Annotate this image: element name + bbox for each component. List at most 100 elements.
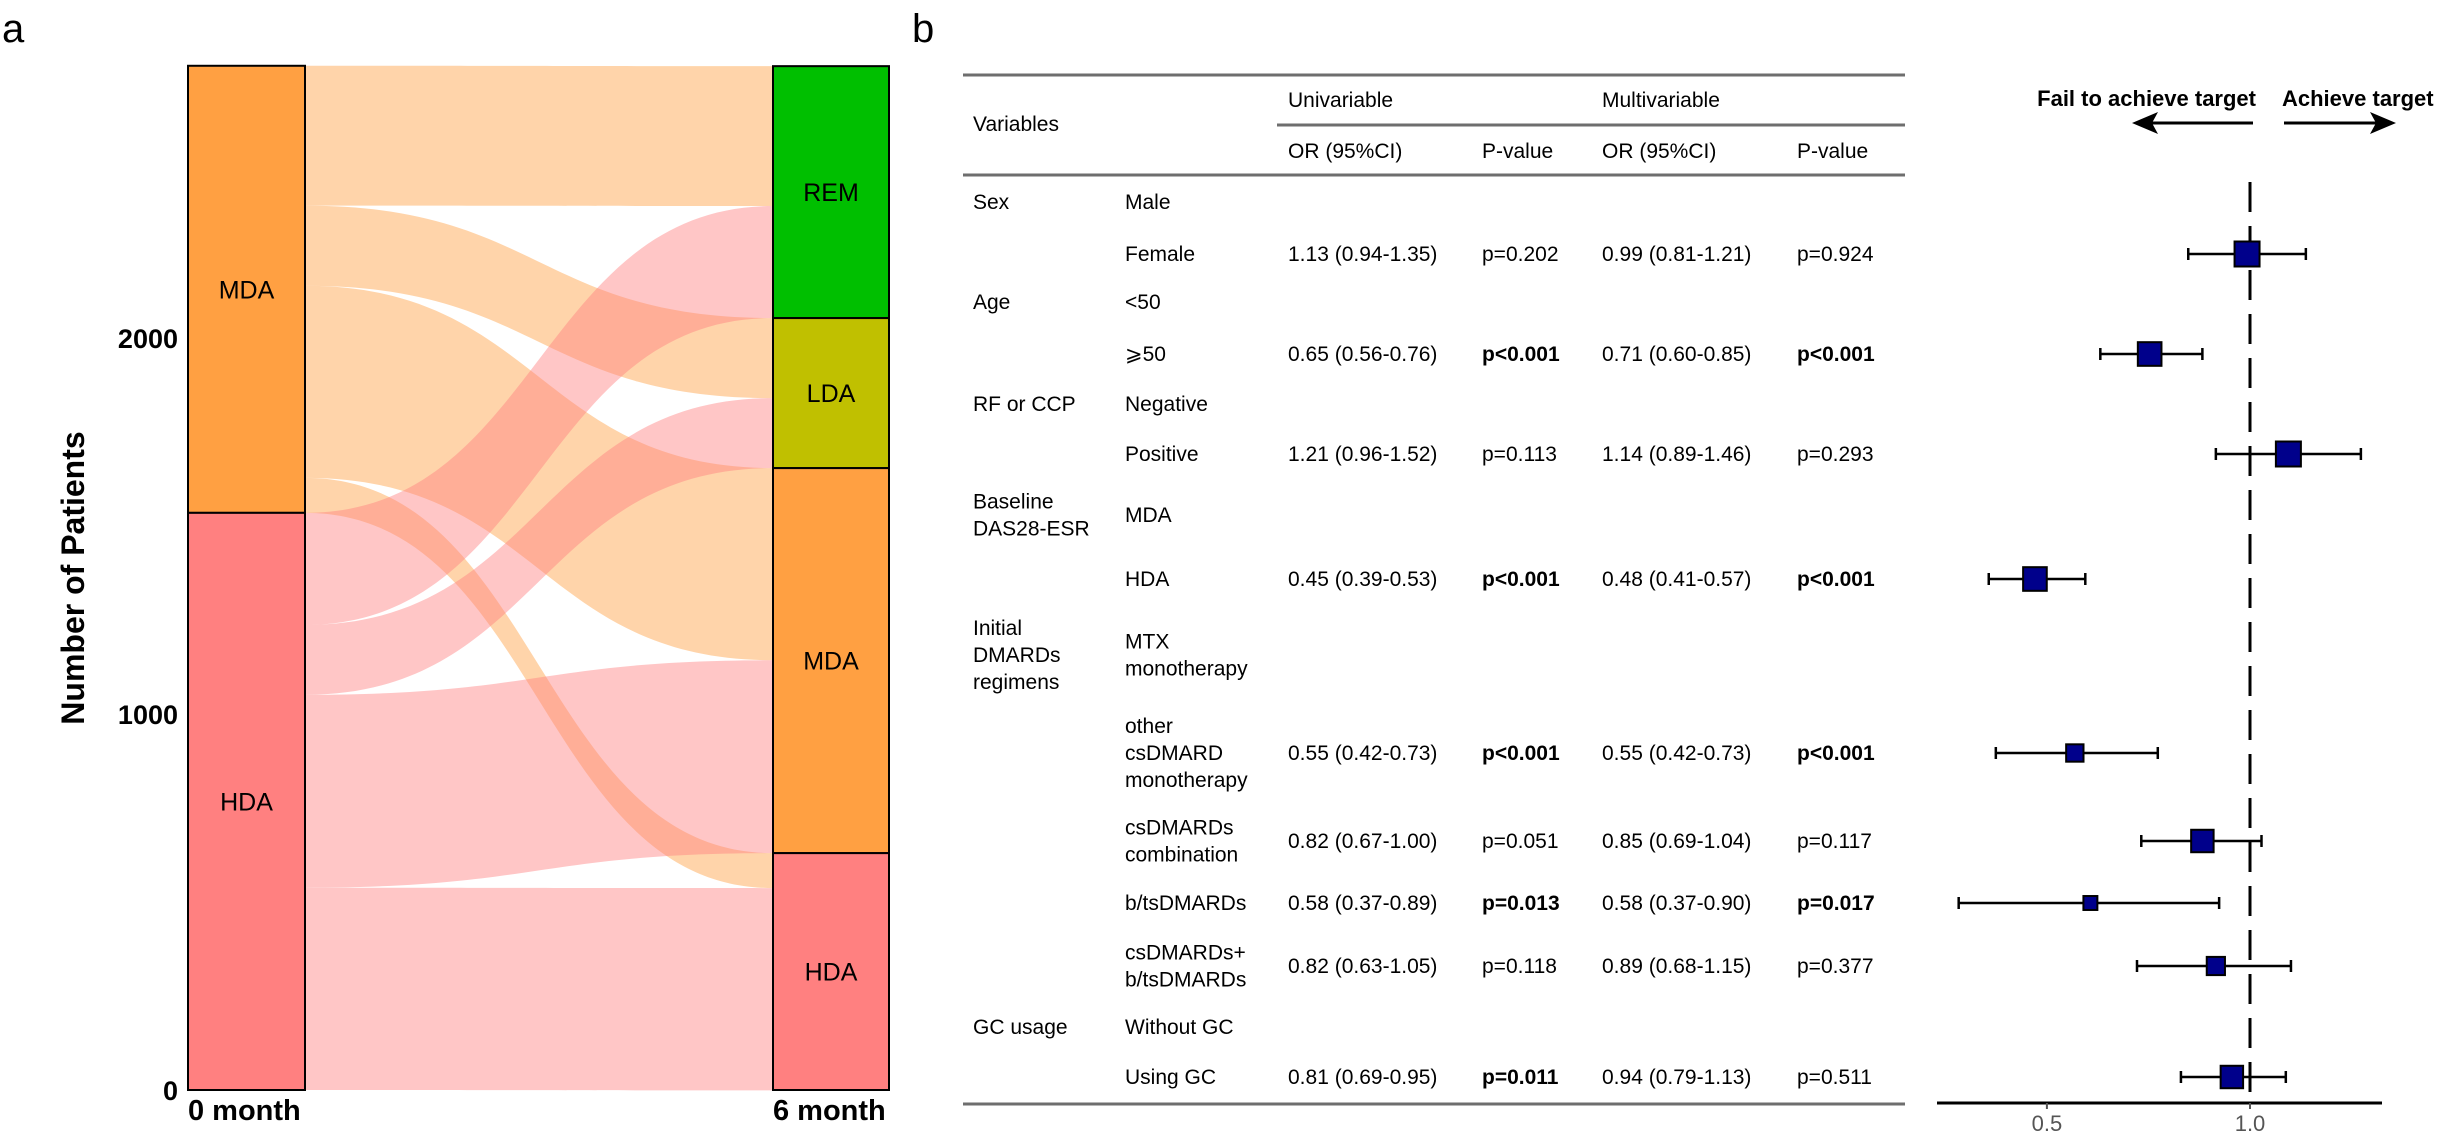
header-variables: Variables xyxy=(973,113,1059,136)
row-variable: RF or CCP xyxy=(973,393,1076,416)
alluvial-flows xyxy=(305,65,773,1091)
row-level: csDMARDs+ xyxy=(1125,942,1246,965)
or-marker xyxy=(2205,955,2226,977)
label-achieve: Achieve target xyxy=(2282,86,2434,111)
row-variable: GC usage xyxy=(973,1016,1068,1039)
x-label-0-month: 0 month xyxy=(188,1095,301,1127)
row-level: other xyxy=(1125,715,1173,738)
row-level: Female xyxy=(1125,243,1195,266)
row-level: csDMARDs xyxy=(1125,817,1234,840)
cell-multi-or: 0.58 (0.37-0.90) xyxy=(1602,892,1751,915)
flow-hda-to-hda xyxy=(305,887,773,1091)
flow-hda-to-lda xyxy=(305,398,773,695)
cell-multi-or: 0.71 (0.60-0.85) xyxy=(1602,343,1751,366)
header-multi-p: P-value xyxy=(1797,140,1868,163)
forest-x-ticks: 0.5 1.0 xyxy=(2032,1103,2266,1136)
row-level: HDA xyxy=(1125,568,1169,591)
row-level: Male xyxy=(1125,191,1171,214)
cell-uni-p: p=0.051 xyxy=(1482,830,1559,853)
cell-uni-or: 0.65 (0.56-0.76) xyxy=(1288,343,1437,366)
cell-uni-p: p=0.011 xyxy=(1482,1066,1559,1089)
row-level: ⩾50 xyxy=(1125,343,1166,366)
row-level: Positive xyxy=(1125,443,1199,466)
panel-label-b: b xyxy=(912,7,934,51)
cell-uni-p: p<0.001 xyxy=(1482,343,1560,366)
header-uni-or: OR (95%CI) xyxy=(1288,140,1402,163)
forest-point xyxy=(2099,341,2204,367)
or-marker xyxy=(2136,341,2163,367)
cell-multi-or: 0.94 (0.79-1.13) xyxy=(1602,1066,1751,1089)
forest-point xyxy=(2179,1064,2288,1090)
row-level: Negative xyxy=(1125,393,1208,416)
row-variable: DMARDs xyxy=(973,644,1061,667)
forest-point xyxy=(2140,828,2263,854)
row-level: monotherapy xyxy=(1125,769,1248,792)
cell-uni-or: 0.82 (0.67-1.00) xyxy=(1288,830,1437,853)
forest-point xyxy=(1994,743,2160,763)
cell-uni-p: p<0.001 xyxy=(1482,568,1560,591)
cell-multi-p: p<0.001 xyxy=(1797,742,1875,765)
node-label-6-month-rem: REM xyxy=(803,179,859,207)
x-label-6-month: 6 month xyxy=(773,1095,886,1127)
row-level: csDMARD xyxy=(1125,742,1223,765)
row-level: Using GC xyxy=(1125,1066,1216,1089)
node-label-6-month-mda: MDA xyxy=(803,648,859,676)
cell-multi-p: p=0.511 xyxy=(1797,1066,1872,1089)
row-variable: Age xyxy=(973,291,1010,314)
forest-plot: Fail to achieve target Achieve target 0.… xyxy=(1937,86,2434,1136)
y-tick-label-0: 0 xyxy=(163,1076,178,1106)
cell-multi-or: 0.48 (0.41-0.57) xyxy=(1602,568,1751,591)
node-label-6-month-lda: LDA xyxy=(807,380,856,408)
cell-multi-p: p<0.001 xyxy=(1797,343,1875,366)
cell-multi-p: p=0.377 xyxy=(1797,955,1874,978)
row-level: combination xyxy=(1125,844,1238,867)
flow-mda-to-hda xyxy=(305,477,773,889)
header-multi-or: OR (95%CI) xyxy=(1602,140,1716,163)
cell-multi-p: p=0.293 xyxy=(1797,443,1874,466)
node-label-0-month-mda: MDA xyxy=(219,276,275,304)
forest-point xyxy=(2187,240,2308,268)
row-variable: Initial xyxy=(973,617,1022,640)
panel-label-a: a xyxy=(2,7,25,51)
flow-hda-to-rem xyxy=(305,206,773,625)
row-level: Without GC xyxy=(1125,1016,1234,1039)
node-6-month-rem xyxy=(772,65,890,320)
forest-point xyxy=(2135,955,2293,977)
flow-mda-to-lda xyxy=(305,205,773,399)
header-multivariable: Multivariable xyxy=(1602,89,1720,112)
node-label-6-month-hda: HDA xyxy=(805,959,858,987)
forest-point xyxy=(1987,566,2087,592)
row-level: monotherapy xyxy=(1125,658,1248,681)
arrow-right-icon xyxy=(2284,112,2396,134)
cell-uni-p: p=0.113 xyxy=(1482,443,1557,466)
row-level: <50 xyxy=(1125,291,1161,314)
header-uni-p: P-value xyxy=(1482,140,1553,163)
header-univariable: Univariable xyxy=(1288,89,1393,112)
node-0-month-hda xyxy=(187,511,306,1091)
cell-uni-or: 0.81 (0.69-0.95) xyxy=(1288,1066,1437,1089)
row-level: MTX xyxy=(1125,631,1169,654)
or-marker xyxy=(2190,828,2215,854)
or-marker xyxy=(2219,1064,2245,1090)
y-tick-label-1000: 1000 xyxy=(118,700,178,730)
or-marker xyxy=(2082,895,2099,911)
cell-uni-or: 0.55 (0.42-0.73) xyxy=(1288,742,1437,765)
regression-table: Variables Univariable Multivariable OR (… xyxy=(963,73,1905,1106)
cell-multi-or: 0.85 (0.69-1.04) xyxy=(1602,830,1751,853)
arrow-left-icon xyxy=(2132,112,2253,134)
flow-hda-to-mda xyxy=(305,660,773,888)
row-level: b/tsDMARDs xyxy=(1125,969,1246,992)
cell-uni-p: p=0.202 xyxy=(1482,243,1559,266)
forest-point xyxy=(2214,440,2363,468)
or-marker xyxy=(2233,240,2261,268)
y-tick-label-2000: 2000 xyxy=(118,324,178,354)
cell-uni-p: p=0.013 xyxy=(1482,892,1560,915)
alluvial-nodes: MDA HDA REM LDA MDA HDA xyxy=(187,64,890,1091)
x-tick-label: 1.0 xyxy=(2235,1111,2266,1136)
cell-multi-p: p<0.001 xyxy=(1797,568,1875,591)
node-0-month-mda xyxy=(187,64,306,514)
or-marker xyxy=(2022,566,2048,592)
cell-multi-or: 0.89 (0.68-1.15) xyxy=(1602,955,1751,978)
or-marker xyxy=(2274,440,2302,468)
